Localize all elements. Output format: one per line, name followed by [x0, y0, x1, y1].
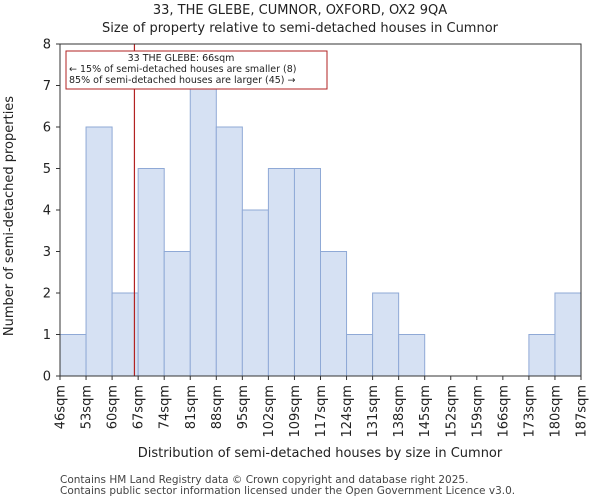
x-tick-label: 53sqm — [80, 385, 95, 429]
x-tick-label: 159sqm — [470, 385, 485, 438]
bar-131sqm — [372, 292, 400, 377]
y-tick-label: 6 — [43, 121, 51, 136]
bar-46sqm — [59, 334, 87, 377]
bar-102sqm — [267, 168, 295, 377]
y-tick-label: 1 — [43, 328, 51, 343]
annotation-group: 33 THE GLEBE: 66sqm← 15% of semi-detache… — [65, 44, 328, 376]
bar-53sqm — [85, 126, 113, 377]
bar-95sqm — [241, 209, 269, 377]
y-tick-label: 4 — [43, 204, 51, 219]
chart-title: 33, THE GLEBE, CUMNOR, OXFORD, OX2 9QA — [152, 3, 448, 18]
bar-117sqm — [320, 251, 348, 377]
bar-67sqm — [137, 168, 165, 377]
x-tick-label: 46sqm — [54, 385, 69, 429]
annotation-box — [65, 50, 328, 90]
footer-line-2: Contains public sector information licen… — [60, 485, 516, 497]
annotation-line-1: 33 THE GLEBE: 66sqm — [128, 53, 235, 64]
x-tick-label: 117sqm — [314, 385, 329, 438]
bar-74sqm — [163, 251, 191, 377]
y-tick-label: 3 — [43, 245, 51, 260]
x-tick-label: 187sqm — [575, 385, 590, 438]
bar-173sqm — [528, 334, 556, 377]
bar-88sqm — [215, 126, 243, 377]
x-tick-label: 60sqm — [106, 385, 121, 429]
footer-line-1: Contains HM Land Registry data © Crown c… — [60, 474, 469, 486]
y-tick-label: 8 — [43, 38, 51, 53]
x-tick-label: 173sqm — [522, 385, 537, 438]
x-tick-label: 166sqm — [496, 385, 511, 438]
bar-124sqm — [346, 334, 374, 377]
x-tick-label: 138sqm — [392, 385, 407, 438]
x-tick-label: 88sqm — [210, 385, 225, 429]
x-tick-label: 124sqm — [340, 385, 355, 438]
x-tick-label: 152sqm — [444, 385, 459, 438]
chart-subtitle: Size of property relative to semi-detach… — [101, 21, 499, 36]
x-tick-label: 81sqm — [184, 385, 199, 429]
y-tick-label: 7 — [43, 79, 51, 94]
bar-138sqm — [398, 334, 426, 377]
annotation-line-3: 85% of semi-detached houses are larger (… — [69, 75, 296, 86]
x-tick-label: 102sqm — [262, 385, 277, 438]
y-axis-label: Number of semi-detached properties — [2, 96, 17, 336]
x-tick-label: 109sqm — [288, 385, 303, 438]
y-tick-label: 0 — [43, 370, 51, 385]
x-tick-label: 145sqm — [418, 385, 433, 438]
bar-180sqm — [554, 292, 582, 377]
histogram-chart: 33 THE GLEBE: 66sqm← 15% of semi-detache… — [2, 38, 590, 462]
x-tick-label: 74sqm — [158, 385, 173, 429]
x-tick-label: 131sqm — [366, 385, 381, 438]
y-tick-label: 5 — [43, 162, 51, 177]
x-tick-label: 180sqm — [548, 385, 563, 438]
bar-81sqm — [189, 85, 217, 377]
annotation-line-2: ← 15% of semi-detached houses are smalle… — [69, 64, 297, 75]
x-tick-label: 95sqm — [236, 385, 251, 429]
x-axis-label: Distribution of semi-detached houses by … — [138, 446, 503, 461]
bars-group — [59, 85, 582, 377]
x-tick-label: 67sqm — [132, 385, 147, 429]
y-tick-label: 2 — [43, 287, 51, 302]
bar-60sqm — [111, 292, 139, 377]
bar-109sqm — [293, 168, 322, 377]
axes-group: 0 1 2 3 4 5 6 7 8 46sqm 53sqm 60sqm 67sqm 74sqm 81sqm 8… — [43, 38, 590, 438]
